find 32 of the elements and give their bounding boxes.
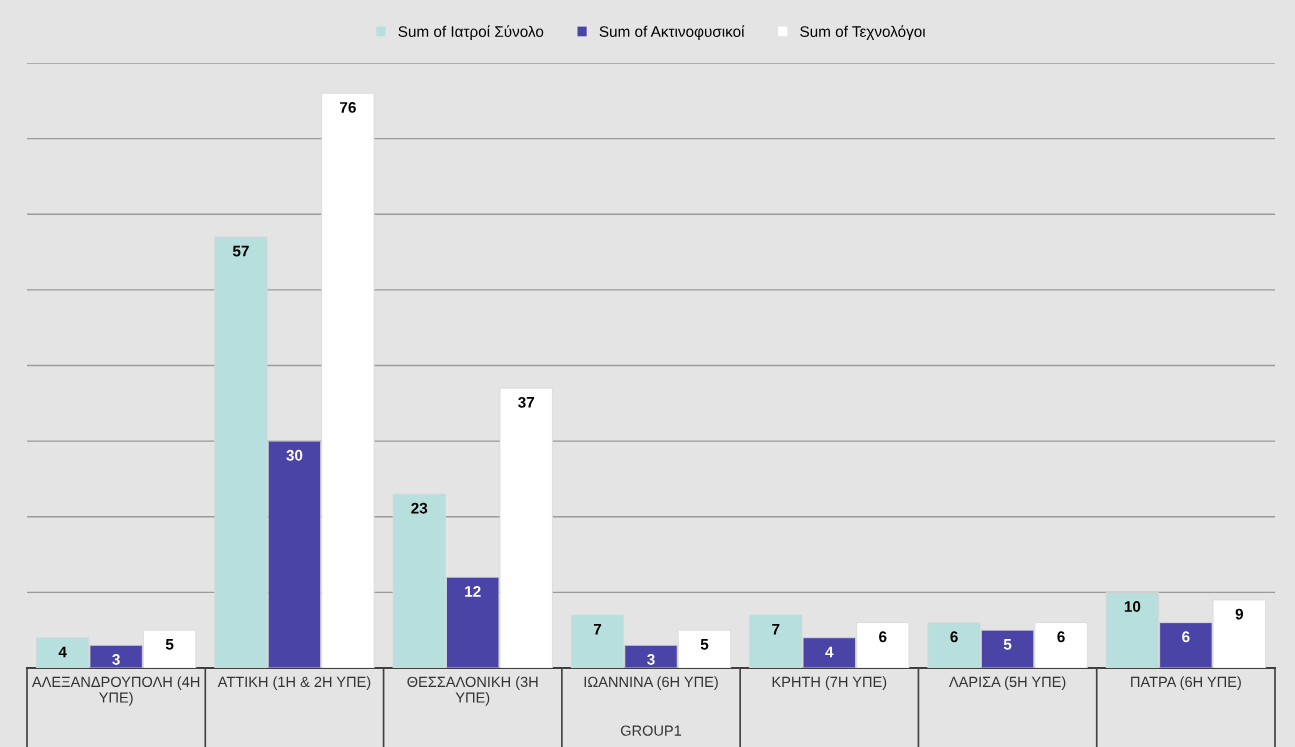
data-label: 6 bbox=[1182, 631, 1190, 643]
x-tick-label: ΙΩΑΝΝΙΝΑ (6Η ΥΠΕ) bbox=[584, 676, 718, 690]
data-label: 23 bbox=[411, 502, 428, 514]
x-tick-label: ΑΛΕΞΑΝΔΡΟΥΠΟΛΗ (4Η ΥΠΕ) bbox=[31, 676, 200, 706]
x-tick-label: ΚΡΗΤΗ (7Η ΥΠΕ) bbox=[772, 676, 887, 690]
x-tick-label: ΛΑΡΙΣΑ (5Η ΥΠΕ) bbox=[948, 676, 1066, 690]
data-label: 7 bbox=[593, 623, 602, 635]
x-tick-label: ΠΑΤΡΑ (6Η ΥΠΕ) bbox=[1131, 676, 1241, 690]
legend-label: Sum of Ακτινοφυσικοί bbox=[599, 25, 745, 41]
legend-label: Sum of Τεχνολόγοι bbox=[800, 25, 926, 40]
data-label: 3 bbox=[112, 654, 120, 665]
data-label: 10 bbox=[1124, 601, 1141, 612]
data-label: 3 bbox=[647, 654, 655, 665]
data-label: 7 bbox=[772, 623, 780, 635]
data-label: 76 bbox=[340, 101, 356, 113]
x-tick-label: ΘΕΣΣΑΛΟΝΙΚΗ (3Η ΥΠΕ) bbox=[407, 676, 538, 706]
data-label: 6 bbox=[950, 631, 958, 643]
data-label: 12 bbox=[465, 585, 481, 597]
data-label: 6 bbox=[879, 631, 887, 643]
data-label: 37 bbox=[518, 396, 535, 408]
data-label: 5 bbox=[165, 639, 174, 650]
x-axis-title: GROUP1 bbox=[620, 725, 682, 736]
data-label: 5 bbox=[700, 639, 709, 650]
data-label: 30 bbox=[286, 449, 303, 461]
data-label: 9 bbox=[1235, 608, 1244, 620]
data-label: 57 bbox=[232, 245, 249, 257]
data-label: 6 bbox=[1057, 631, 1065, 643]
data-label: 5 bbox=[1003, 639, 1012, 650]
data-label: 4 bbox=[58, 646, 67, 658]
x-tick-label: ΑΤΤΙΚΗ (1Η & 2Η ΥΠΕ) bbox=[217, 676, 371, 690]
data-label: 4 bbox=[825, 646, 834, 658]
legend-label: Sum of Ιατροί Σύνολο bbox=[398, 25, 544, 41]
